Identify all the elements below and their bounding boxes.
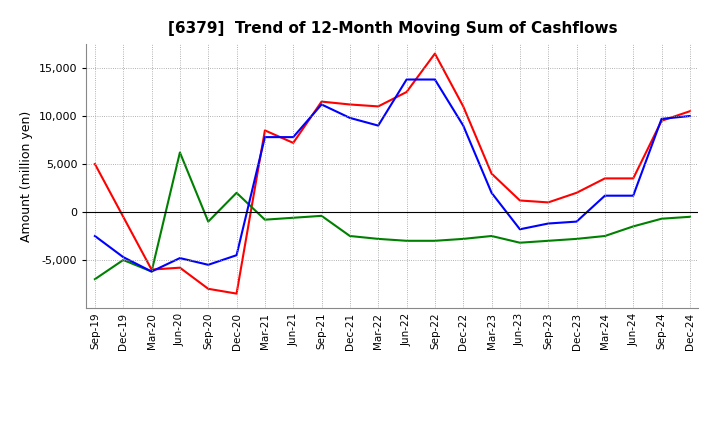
Operating Cashflow bbox=[487, 171, 496, 176]
Investing Cashflow bbox=[516, 240, 524, 246]
Operating Cashflow bbox=[204, 286, 212, 291]
Investing Cashflow bbox=[346, 233, 354, 238]
Operating Cashflow bbox=[318, 99, 326, 104]
Investing Cashflow bbox=[119, 257, 127, 263]
Operating Cashflow bbox=[91, 161, 99, 167]
Operating Cashflow bbox=[374, 104, 382, 109]
Investing Cashflow bbox=[204, 219, 212, 224]
Operating Cashflow bbox=[516, 198, 524, 203]
Line: Free Cashflow: Free Cashflow bbox=[95, 80, 690, 271]
Free Cashflow bbox=[318, 102, 326, 107]
Free Cashflow bbox=[657, 116, 666, 121]
Free Cashflow bbox=[261, 135, 269, 140]
Free Cashflow bbox=[176, 256, 184, 261]
Free Cashflow bbox=[544, 221, 552, 226]
Free Cashflow bbox=[459, 123, 467, 128]
Line: Operating Cashflow: Operating Cashflow bbox=[95, 54, 690, 293]
Free Cashflow bbox=[91, 233, 99, 238]
Investing Cashflow bbox=[233, 190, 241, 195]
Operating Cashflow bbox=[148, 267, 156, 272]
Investing Cashflow bbox=[600, 233, 609, 238]
Operating Cashflow bbox=[233, 291, 241, 296]
Free Cashflow bbox=[402, 77, 411, 82]
Free Cashflow bbox=[629, 193, 637, 198]
Free Cashflow bbox=[204, 262, 212, 268]
Y-axis label: Amount (million yen): Amount (million yen) bbox=[20, 110, 33, 242]
Investing Cashflow bbox=[544, 238, 552, 243]
Investing Cashflow bbox=[402, 238, 411, 243]
Free Cashflow bbox=[346, 115, 354, 121]
Free Cashflow bbox=[572, 219, 581, 224]
Investing Cashflow bbox=[374, 236, 382, 242]
Free Cashflow bbox=[685, 114, 694, 119]
Operating Cashflow bbox=[176, 265, 184, 270]
Operating Cashflow bbox=[431, 51, 439, 56]
Operating Cashflow bbox=[629, 176, 637, 181]
Free Cashflow bbox=[600, 193, 609, 198]
Line: Investing Cashflow: Investing Cashflow bbox=[95, 153, 690, 279]
Operating Cashflow bbox=[572, 190, 581, 195]
Investing Cashflow bbox=[91, 277, 99, 282]
Investing Cashflow bbox=[148, 269, 156, 274]
Investing Cashflow bbox=[657, 216, 666, 221]
Free Cashflow bbox=[119, 254, 127, 260]
Free Cashflow bbox=[516, 227, 524, 232]
Free Cashflow bbox=[487, 190, 496, 195]
Free Cashflow bbox=[289, 135, 297, 140]
Investing Cashflow bbox=[289, 215, 297, 220]
Title: [6379]  Trend of 12-Month Moving Sum of Cashflows: [6379] Trend of 12-Month Moving Sum of C… bbox=[168, 21, 617, 36]
Investing Cashflow bbox=[176, 150, 184, 155]
Investing Cashflow bbox=[459, 236, 467, 242]
Operating Cashflow bbox=[346, 102, 354, 107]
Free Cashflow bbox=[374, 123, 382, 128]
Operating Cashflow bbox=[459, 104, 467, 109]
Operating Cashflow bbox=[544, 200, 552, 205]
Investing Cashflow bbox=[431, 238, 439, 243]
Investing Cashflow bbox=[487, 233, 496, 238]
Operating Cashflow bbox=[402, 89, 411, 95]
Operating Cashflow bbox=[600, 176, 609, 181]
Investing Cashflow bbox=[318, 213, 326, 219]
Operating Cashflow bbox=[119, 214, 127, 220]
Operating Cashflow bbox=[685, 109, 694, 114]
Operating Cashflow bbox=[289, 140, 297, 146]
Investing Cashflow bbox=[261, 217, 269, 222]
Free Cashflow bbox=[431, 77, 439, 82]
Investing Cashflow bbox=[629, 224, 637, 229]
Operating Cashflow bbox=[657, 118, 666, 124]
Free Cashflow bbox=[233, 253, 241, 258]
Investing Cashflow bbox=[572, 236, 581, 242]
Free Cashflow bbox=[148, 269, 156, 274]
Investing Cashflow bbox=[685, 214, 694, 220]
Operating Cashflow bbox=[261, 128, 269, 133]
